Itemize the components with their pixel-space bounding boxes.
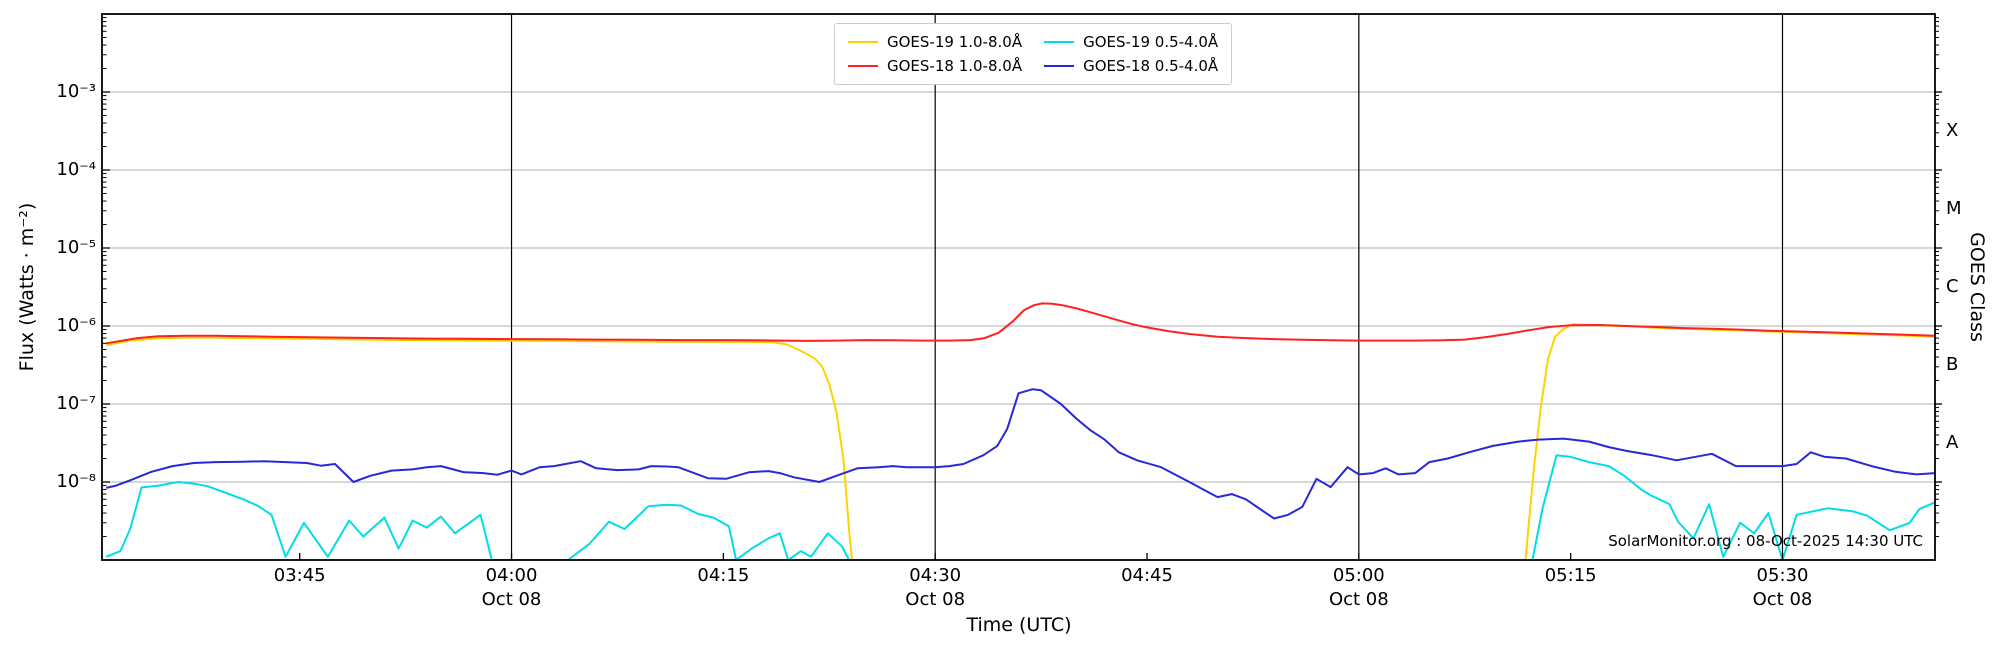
y-tick-label: 10⁻⁶ [56,315,96,336]
goes-class-label: A [1946,432,1959,453]
legend-label: GOES-19 0.5-4.0Å [1083,33,1219,51]
watermark-text: SolarMonitor.org : 08-Oct-2025 14:30 UTC [1608,532,1923,550]
series-goes-19-0-5-4-0 [105,481,850,560]
goes18-short-swatch [1044,65,1075,67]
legend-item-goes18-short: GOES-18 0.5-4.0Å [1044,57,1218,75]
legend-item-goes19-long: GOES-19 1.0-8.0Å [848,33,1022,51]
plot-border [101,13,1936,561]
y-tick-label: 10⁻⁸ [56,471,96,492]
series-goes-18-1-0-8-0 [106,302,1935,345]
x-tick-sublabel: Oct 08 [1752,589,1813,610]
goes19-long-swatch [848,41,878,43]
x-axis-title: Time (UTC) [966,614,1072,636]
x-tick-sublabel: Oct 08 [481,589,542,610]
x-tick-label: 04:15 [697,565,750,586]
series-goes-19-1-0-8-0 [106,336,853,560]
series-goes-19-0-5-4-0 [1531,454,1935,560]
y-tick-label: 10⁻⁵ [56,237,96,258]
x-tick-label: 04:00 [485,565,538,586]
legend-label: GOES-19 1.0-8.0Å [887,33,1023,51]
x-tick-label: 04:45 [1121,565,1173,586]
x-tick-sublabel: Oct 08 [1328,589,1389,610]
goes18-long-swatch [848,65,878,67]
legend-item-goes19-short: GOES-19 0.5-4.0Å [1044,33,1218,51]
x-tick-label: 04:30 [909,565,962,586]
legend-item-goes18-long: GOES-18 1.0-8.0Å [848,57,1022,75]
y-tick-label: 10⁻³ [56,81,96,102]
y-tick-label: 10⁻⁴ [56,159,96,180]
legend-label: GOES-18 1.0-8.0Å [887,57,1023,75]
y-axis-title-right: GOES Class [1966,232,1988,342]
y-tick-label: 10⁻⁷ [56,393,96,414]
legend-label: GOES-18 0.5-4.0Å [1083,57,1219,75]
series-group [105,302,1935,560]
y-axis-title: Flux (Watts · m⁻²) [16,202,38,372]
x-tick-label: 03:45 [273,565,326,586]
goes19-short-swatch [1044,41,1075,43]
goes-class-label: X [1946,120,1959,141]
x-tick-label: 05:00 [1332,565,1385,586]
goes-class-label: M [1946,198,1962,219]
legend: GOES-19 1.0-8.0Å GOES-18 1.0-8.0Å GOES-1… [834,23,1233,85]
goes-class-label: C [1946,276,1959,297]
x-tick-label: 05:30 [1756,565,1809,586]
x-tick-label: 05:15 [1544,565,1597,586]
x-tick-sublabel: Oct 08 [905,589,966,610]
goes-class-label: B [1946,354,1959,375]
series-goes-18-0-5-4-0 [105,388,1935,520]
